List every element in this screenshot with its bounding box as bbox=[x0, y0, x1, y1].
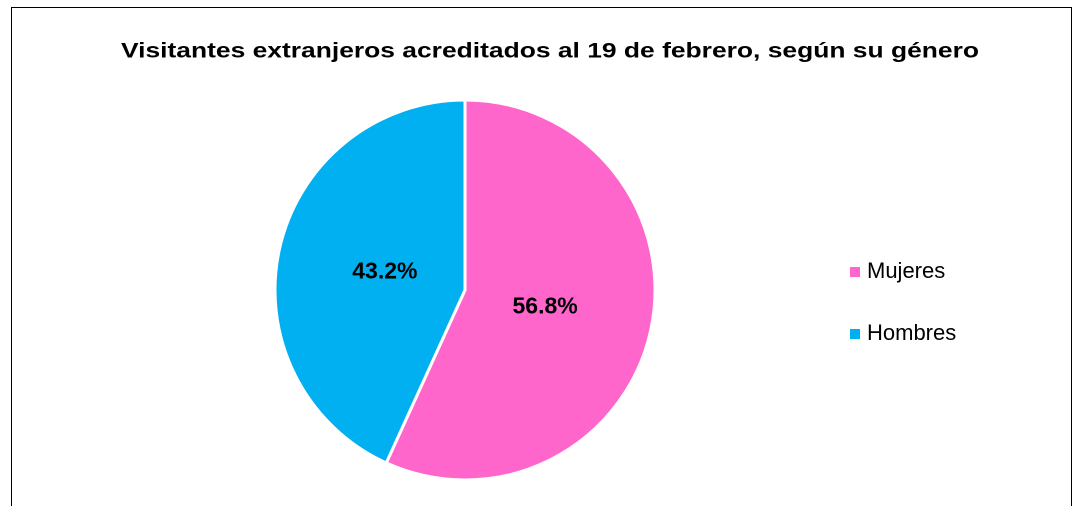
legend-swatch bbox=[850, 329, 860, 339]
chart-title: Visitantes extranjeros acreditados al 19… bbox=[121, 40, 979, 63]
legend-swatch bbox=[850, 267, 860, 277]
legend-label: Hombres bbox=[867, 320, 956, 345]
legend-label: Mujeres bbox=[867, 258, 945, 283]
pie-slice bbox=[384, 98, 657, 482]
data-label: 56.8% bbox=[513, 292, 578, 318]
data-label: 43.2% bbox=[352, 258, 417, 284]
pie-slice bbox=[273, 98, 467, 465]
